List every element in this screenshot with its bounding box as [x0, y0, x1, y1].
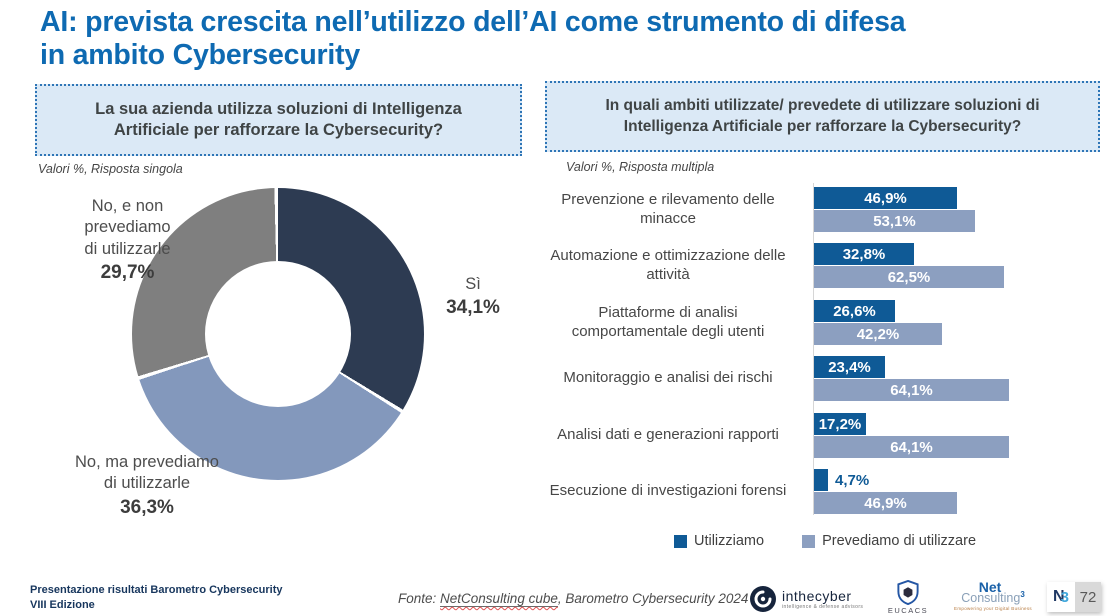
bar-utilizziamo: 32,8%	[814, 243, 914, 265]
netconsulting-consulting: Consulting3	[944, 591, 1042, 605]
donut-label-line: Sì	[465, 275, 481, 293]
bar-category-label: Monitoraggio e analisi dei rischi	[563, 369, 773, 387]
page-number: 72	[1075, 582, 1101, 612]
bar-chart-axis	[813, 183, 814, 515]
inthecyber-logo: inthecyber intelligence & defense adviso…	[750, 586, 863, 612]
bar-value-label: 17,2%	[818, 415, 862, 433]
chart-legend: Utilizziamo Prevediamo di utilizzare	[545, 533, 1105, 549]
netconsulting-net: Net	[978, 579, 1002, 595]
page-title-line1: AI: prevista crescita nell’utilizzo dell…	[40, 6, 906, 38]
bar-utilizziamo: 46,9%	[814, 187, 957, 209]
bar-category-label: Prevenzione e rilevamento delle minacce	[561, 190, 775, 227]
legend-swatch-dark	[673, 534, 687, 548]
eucacs-shield-icon	[897, 580, 919, 605]
bar-value-label: 62,5%	[887, 268, 931, 286]
question-box-left: La sua azienda utilizza soluzioni di Int…	[35, 84, 522, 156]
n3-3: 3	[1060, 588, 1069, 606]
legend-label: Utilizziamo	[693, 533, 765, 549]
bar-group: Automazione e ottimizzazione delle attiv…	[545, 243, 1105, 288]
bar-value-label: 32,8%	[842, 245, 886, 263]
presentation-credit: Presentazione risultati Barometro Cybers…	[30, 583, 282, 613]
bar-prevediamo: 62,5%	[814, 266, 1004, 288]
source-suffix: , Barometro Cybersecurity 2024	[557, 591, 749, 606]
bar-utilizziamo: 17,2%	[814, 413, 866, 435]
bar-value-label: 53,1%	[873, 212, 916, 230]
bar-pair: 17,2% 64,1%	[814, 413, 1009, 458]
netconsulting-tagline: Empowering your Digital Business	[954, 605, 1032, 611]
netconsulting-word: Consulting	[961, 591, 1021, 606]
question-box-right: In quali ambiti utilizzate/ prevedete di…	[545, 81, 1100, 152]
source-note: Fonte: NetConsulting cube, Barometro Cyb…	[398, 591, 749, 607]
bar-prevediamo: 53,1%	[814, 210, 975, 232]
bar-value-label: 42,2%	[856, 325, 900, 343]
n3-n: N	[1053, 588, 1065, 605]
donut-label-no-non: No, e non prevediamo di utilizzarle 29,7…	[30, 196, 225, 286]
eucacs-name: EUCACS	[887, 606, 929, 615]
bar-pair: 32,8% 62,5%	[814, 243, 1004, 288]
donut-value-no-ma: 36,3%	[120, 496, 174, 518]
legend-item-prevediamo: Prevediamo di utilizzare	[802, 533, 976, 549]
bar-utilizziamo: 4,7%	[814, 469, 869, 491]
bar-category-label: Esecuzione di investigazioni forensi	[549, 482, 787, 500]
donut-label-line: prevediamo	[84, 218, 171, 237]
bar-category-label: Analisi dati e generazioni rapporti	[557, 426, 779, 444]
bar-group: Piattaforme di analisi comportamentale d…	[545, 300, 1105, 345]
netconsulting-sup: 3	[1020, 590, 1025, 599]
legend-swatch-light	[802, 534, 816, 548]
eucacs-logo: EUCACS	[882, 580, 934, 615]
bar-pair: 26,6% 42,2%	[814, 300, 942, 345]
bar-prevediamo: 64,1%	[814, 379, 1009, 401]
bar-category-label: Piattaforme di analisi comportamentale d…	[571, 303, 765, 340]
presentation-credit-line2: VIII Edizione	[30, 598, 95, 611]
bar-chart: Prevenzione e rilevamento delle minacce 4…	[545, 183, 1105, 515]
donut-value-no-non: 29,7%	[100, 262, 155, 284]
inthecyber-spiral-icon	[750, 586, 776, 612]
donut-label-line: di utilizzarle	[103, 474, 191, 493]
bar-utilizziamo: 23,4%	[814, 356, 885, 378]
bar-prevediamo: 42,2%	[814, 323, 942, 345]
page-title: AI: prevista crescita nell’utilizzo dell…	[40, 6, 1095, 72]
donut-value-si: 34,1%	[446, 297, 500, 319]
donut-hole	[205, 261, 351, 407]
inthecyber-name: inthecyber	[782, 588, 852, 604]
donut-label-si: Sì 34,1%	[418, 274, 528, 321]
donut-chart	[132, 188, 424, 480]
donut-label-line: di utilizzarle	[84, 239, 171, 258]
bar-value-label: 64,1%	[890, 381, 933, 399]
bar-pair: 4,7% 46,9%	[814, 469, 957, 514]
inthecyber-tagline: intelligence & defense advisors	[782, 604, 864, 610]
donut-label-line: No, ma prevediamo	[75, 453, 219, 471]
bar-value-label: 46,9%	[864, 189, 907, 207]
bar-prevediamo: 64,1%	[814, 436, 1009, 458]
bar-value-label: 64,1%	[890, 438, 933, 456]
note-right: Valori %, Risposta multipla	[566, 160, 715, 174]
bar-utilizziamo: 26,6%	[814, 300, 895, 322]
bar-value-label: 46,9%	[864, 494, 907, 512]
source-prefix: Fonte:	[398, 591, 441, 606]
bar-category-label: Automazione e ottimizzazione delle attiv…	[550, 246, 786, 283]
bar-group: Monitoraggio e analisi dei rischi 23,4% 64…	[545, 356, 1105, 401]
bar-pair: 46,9% 53,1%	[814, 187, 975, 232]
bar-value-label: 23,4%	[828, 358, 871, 376]
presentation-credit-line1: Presentazione risultati Barometro Cybers…	[30, 584, 283, 596]
netconsulting-logo: Net Consulting3 Empowering your Digital …	[944, 580, 1042, 611]
bar-value-label: 4,7%	[835, 471, 870, 489]
note-left: Valori %, Risposta singola	[38, 162, 183, 176]
bar-group: Prevenzione e rilevamento delle minacce 4…	[545, 187, 1105, 232]
donut-label-line: No, e non	[91, 197, 164, 215]
bar-prevediamo: 46,9%	[814, 492, 957, 514]
bar-group: Analisi dati e generazioni rapporti 17,2%…	[545, 413, 1105, 458]
bar-value-label: 26,6%	[833, 302, 876, 320]
bar-group: Esecuzione di investigazioni forensi 4,7%…	[545, 469, 1105, 514]
legend-item-utilizziamo: Utilizziamo	[673, 533, 765, 549]
page-title-line2: in ambito Cybersecurity	[40, 39, 361, 72]
donut-label-no-ma: No, ma prevediamo di utilizzarle 36,3%	[32, 452, 262, 521]
source-name: NetConsulting cube	[440, 591, 558, 607]
bar-pair: 23,4% 64,1%	[814, 356, 1009, 401]
legend-label: Prevediamo di utilizzare	[822, 533, 977, 549]
